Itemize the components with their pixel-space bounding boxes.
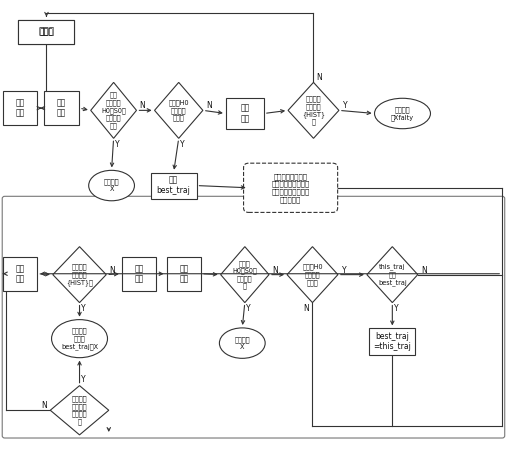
Text: N: N [206, 101, 211, 110]
FancyBboxPatch shape [18, 20, 74, 44]
Ellipse shape [89, 170, 134, 201]
Polygon shape [287, 247, 337, 303]
Text: Y: Y [341, 266, 346, 275]
Text: Y: Y [342, 101, 347, 110]
FancyBboxPatch shape [3, 91, 37, 125]
Text: Y: Y [246, 304, 250, 313]
Text: 部分成功
返回有
best_traj的X: 部分成功 返回有 best_traj的X [61, 328, 98, 350]
Text: 调整后的
权重值在
{HIST}
中: 调整后的 权重值在 {HIST} 中 [301, 96, 324, 125]
Text: Y: Y [180, 140, 184, 149]
FancyBboxPatch shape [18, 20, 74, 44]
Text: N: N [302, 304, 308, 313]
Text: 成功返回
X: 成功返回 X [234, 336, 249, 350]
Text: 特征
提取: 特征 提取 [57, 98, 66, 118]
Polygon shape [91, 82, 136, 138]
FancyBboxPatch shape [3, 257, 37, 291]
Text: 失败，返
回Xfalty: 失败，返 回Xfalty [390, 106, 413, 121]
Text: 所有的H0
满足约束
条件？: 所有的H0 满足约束 条件？ [302, 264, 322, 286]
Polygon shape [366, 247, 417, 303]
Ellipse shape [219, 328, 265, 358]
Text: this_traj
优于
best_traj: this_traj 优于 best_traj [377, 264, 406, 286]
Text: 初始化: 初始化 [38, 27, 54, 36]
Text: 设置规划要求阈值
（包括运行时间、运
行耗能量和距离障碍
物的距离）: 设置规划要求阈值 （包括运行时间、运 行耗能量和距离障碍 物的距离） [271, 173, 309, 202]
Polygon shape [288, 82, 338, 138]
Text: Y: Y [80, 304, 85, 313]
Polygon shape [53, 247, 106, 303]
FancyBboxPatch shape [44, 91, 79, 125]
Text: N: N [41, 401, 47, 410]
FancyBboxPatch shape [225, 98, 263, 129]
Text: 规划要求
的参数满
足阈值要
求: 规划要求 的参数满 足阈值要 求 [72, 396, 87, 425]
Text: best_traj
=this_traj: best_traj =this_traj [373, 332, 410, 352]
Polygon shape [50, 386, 108, 435]
Text: 权重
调整: 权重 调整 [15, 264, 24, 283]
Text: N: N [316, 72, 322, 82]
FancyBboxPatch shape [122, 257, 156, 291]
FancyBboxPatch shape [166, 257, 201, 291]
FancyBboxPatch shape [151, 172, 196, 198]
Text: N: N [420, 266, 426, 275]
FancyBboxPatch shape [243, 163, 337, 212]
Text: 调整后的
权重值在
{HIST}中: 调整后的 权重值在 {HIST}中 [66, 264, 93, 286]
Ellipse shape [51, 320, 107, 358]
Text: Y: Y [393, 304, 398, 313]
Text: N: N [109, 266, 115, 275]
Text: 轨迹
生成: 轨迹 生成 [15, 98, 24, 118]
Ellipse shape [374, 98, 430, 129]
Text: Y: Y [115, 140, 119, 149]
Text: N: N [139, 101, 145, 110]
Text: 成功返回
X: 成功返回 X [104, 179, 119, 192]
Polygon shape [220, 247, 268, 303]
Polygon shape [154, 82, 203, 138]
Text: 初始化: 初始化 [40, 27, 53, 36]
Text: 轨迹
生成: 轨迹 生成 [134, 264, 144, 283]
Text: 估计
（所有的
H0、S0满
足约束条
件）: 估计 （所有的 H0、S0满 足约束条 件） [101, 92, 126, 129]
Text: Y: Y [80, 375, 85, 384]
Text: 所有的H0
满足约束
条件？: 所有的H0 满足约束 条件？ [168, 99, 189, 121]
Text: N: N [272, 266, 277, 275]
Text: 特征
提取: 特征 提取 [179, 264, 188, 283]
Text: 保存
best_traj: 保存 best_traj [156, 176, 190, 195]
Text: 权重
调整: 权重 调整 [240, 104, 249, 123]
Text: 所有的
H0、S0满
足约束条
件: 所有的 H0、S0满 足约束条 件 [232, 260, 257, 289]
FancyBboxPatch shape [369, 328, 414, 355]
